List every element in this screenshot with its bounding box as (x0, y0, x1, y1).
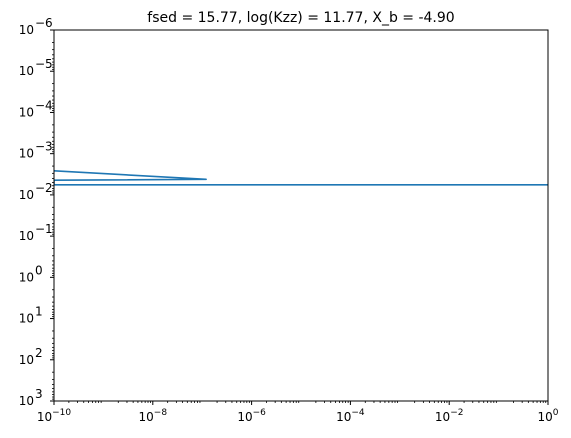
y-tick-label-2: 10 (19, 105, 34, 119)
x-tick-label-1: 10−8 (139, 408, 168, 424)
plot-area: 10−10 10−8 10−6 10−4 10−2 10010−610−510−410−3… (19, 16, 559, 424)
x-tick-label-4: 10−2 (435, 408, 464, 424)
y-tick-label-0: 10 (19, 23, 34, 37)
x-tick-label-0: 10−10 (37, 408, 72, 424)
y-tick-exp-5: −1 (35, 222, 53, 236)
y-tick-exp-6: 0 (35, 263, 43, 277)
y-tick-label-6: 10 (19, 270, 34, 284)
y-tick-exp-3: −3 (35, 140, 53, 154)
y-tick-label-1: 10 (19, 64, 34, 78)
y-tick-exp-2: −4 (35, 98, 53, 112)
y-tick-exp-0: −6 (35, 16, 53, 30)
axes-frame (53, 29, 549, 402)
y-tick-label-5: 10 (19, 229, 34, 243)
y-tick-label-4: 10 (19, 188, 34, 202)
y-tick-label-8: 10 (19, 353, 34, 367)
series-line-0 (54, 169, 548, 186)
y-tick-label-9: 10 (19, 394, 34, 408)
x-tick-label-3: 10−4 (336, 408, 365, 424)
y-tick-label-3: 10 (19, 147, 34, 161)
y-tick-exp-8: 2 (35, 346, 43, 360)
y-tick-exp-7: 1 (35, 305, 43, 319)
chart-title: fsed = 15.77, log(Kzz) = 11.77, X_b = -4… (147, 10, 454, 26)
x-tick-label-2: 10−6 (237, 408, 266, 424)
y-tick-exp-9: 3 (35, 387, 43, 401)
y-tick-exp-4: −2 (35, 181, 53, 195)
x-tick-label-5: 100 (537, 408, 558, 424)
y-tick-label-7: 10 (19, 312, 34, 326)
y-tick-exp-1: −5 (35, 57, 53, 71)
